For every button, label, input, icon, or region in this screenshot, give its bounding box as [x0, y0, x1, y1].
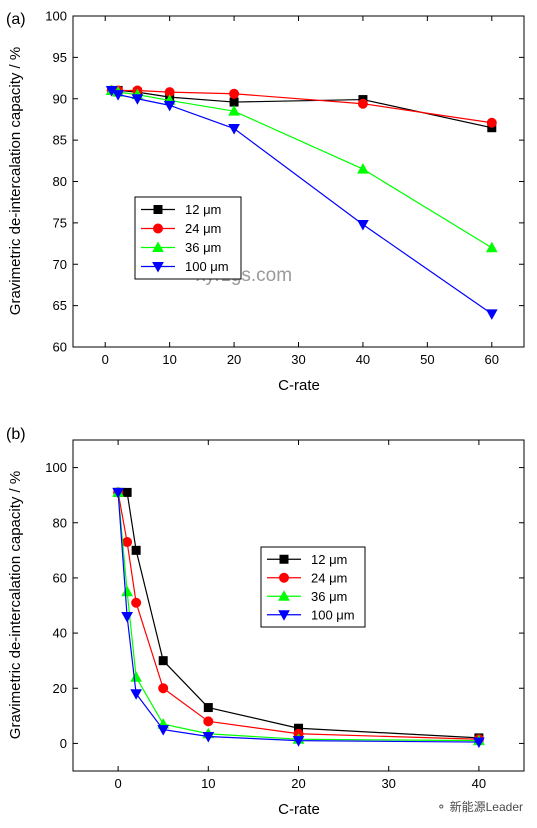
panel-b-x-tick-label: 40 [472, 776, 486, 791]
panel-a-data-point [228, 105, 240, 116]
panel-b-data-point [158, 683, 169, 694]
panel-b-x-tick-label: 10 [201, 776, 215, 791]
panel-a-data-point [228, 124, 240, 135]
panel-a-legend-label: 36 μm [185, 240, 221, 255]
panel-b-ticks: 0 10 20 30 40 0 20 40 60 80 100 [45, 440, 524, 791]
panel-b-legend-label: 24 μm [311, 570, 347, 585]
panel-a-legend-label: 100 μm [185, 259, 229, 274]
chart-panel-b: (b) Gravimetric de-intercalation capacit… [6, 426, 525, 818]
panel-a-data-point [112, 90, 124, 101]
panel-a-legend-label: 12 μm [185, 202, 221, 217]
panel-a-label: (a) [6, 11, 26, 28]
panel-a-legend-marker [153, 223, 163, 234]
panel-b-data-point [202, 732, 215, 743]
panel-a-legend-marker [153, 205, 163, 214]
panel-b-x-axis-label: C-rate [278, 801, 320, 818]
panel-b-legend-label: 12 μm [311, 552, 347, 567]
panel-b-legend-marker [278, 590, 290, 601]
panel-b-y-tick-label: 0 [60, 736, 67, 751]
panel-a-ticks: 0 10 20 30 40 50 60 60 65 70 75 80 85 90 95 100 [45, 9, 524, 367]
panel-b-y-tick-label: 80 [53, 515, 67, 530]
panel-b-label: (b) [6, 426, 26, 443]
panel-b-data-point [157, 725, 170, 736]
panel-a-data-point [485, 309, 498, 320]
panel-a-data-point [163, 100, 176, 112]
panel-b-data-point [122, 537, 133, 548]
panel-a-data-point [229, 88, 240, 99]
panel-a-legend-marker [152, 241, 164, 252]
panel-b-y-tick-label: 60 [53, 570, 67, 585]
panel-a-x-tick-label: 50 [420, 352, 434, 367]
panel-a-data-point [131, 94, 144, 105]
panel-a-x-tick-label: 30 [291, 352, 305, 367]
footer-watermark-text: 新能源Leader [449, 800, 523, 814]
chart-panel-a: (a) Gravimetric de-intercalation capacit… [6, 9, 525, 394]
panel-b-legend-marker [279, 554, 289, 564]
panel-a-y-tick-label: 90 [53, 91, 67, 106]
panel-b-data-point [158, 656, 168, 666]
panel-a-y-axis-label: Gravimetric de-intercalation capacity / … [7, 47, 24, 315]
panel-b-data-point [121, 612, 133, 623]
panel-b-data-point [122, 487, 132, 497]
panel-a-y-tick-label: 75 [53, 215, 67, 230]
panel-a-x-tick-label: 40 [356, 352, 370, 367]
panel-b-data-point [292, 736, 305, 747]
panel-a-x-tick-label: 0 [102, 352, 109, 367]
panel-a-y-tick-label: 85 [53, 133, 67, 148]
panel-a-data-point [357, 98, 368, 109]
panel-b-y-tick-label: 40 [53, 626, 67, 641]
panel-a-data-point [485, 241, 498, 253]
panel-a-legend: 12 μm 24 μm 36 μm 100 μm [134, 196, 242, 280]
panel-a-plot-area [72, 15, 525, 348]
panel-b-legend-label: 36 μm [311, 589, 347, 604]
panel-a-y-tick-label: 100 [45, 9, 67, 24]
panel-b-x-tick-label: 20 [291, 776, 305, 791]
panel-a-x-tick-label: 60 [485, 352, 499, 367]
panel-b-data-point [112, 487, 124, 499]
panel-b-data-point [473, 737, 485, 749]
panel-a-y-tick-label: 95 [53, 50, 67, 65]
panel-a-data-point [357, 220, 369, 231]
panel-a-x-tick-label: 20 [227, 352, 241, 367]
footer-watermark: ⚬ 新能源Leader [436, 798, 523, 815]
panel-a-legend-label: 24 μm [185, 221, 221, 236]
panel-a-y-tick-label: 70 [53, 257, 67, 272]
panel-b-data-point [130, 689, 142, 700]
panel-b-data-point [121, 585, 133, 597]
panel-b-y-tick-label: 100 [45, 460, 67, 475]
panel-a-series [105, 84, 498, 320]
panel-b-legend: 12 μm 24 μm 36 μm 100 μm [260, 546, 366, 628]
panel-b-data-point [131, 597, 142, 608]
chat-bubble-icon: ⚬ [436, 800, 447, 814]
panel-a-data-point [486, 117, 497, 128]
panel-b-legend-marker [279, 572, 289, 583]
panel-a-data-point [229, 97, 239, 107]
panel-a-legend-box [134, 196, 242, 280]
panel-a-y-tick-label: 80 [53, 174, 67, 189]
panel-b-legend-label: 100 μm [311, 607, 355, 622]
panel-b-data-point [130, 671, 142, 682]
panel-b-series [112, 486, 485, 749]
panel-b-legend-box [260, 546, 366, 628]
panel-a-data-point [357, 163, 369, 174]
panel-b-legend-marker [278, 610, 290, 621]
panel-b-data-point [203, 716, 214, 727]
panel-a-legend-marker [152, 262, 164, 273]
panel-b-data-point [203, 703, 213, 713]
panel-b-data-point [131, 545, 141, 555]
panel-b-y-axis-label: Gravimetric de-intercalation capacity / … [7, 471, 24, 739]
panel-a-x-axis-label: C-rate [278, 377, 320, 394]
panel-a-y-tick-label: 60 [53, 340, 67, 355]
panel-b-x-tick-label: 0 [114, 776, 121, 791]
panel-b-y-tick-label: 20 [53, 681, 67, 696]
panel-a-x-tick-label: 10 [162, 352, 176, 367]
panel-b-x-tick-label: 30 [381, 776, 395, 791]
panel-a-y-tick-label: 65 [53, 298, 67, 313]
